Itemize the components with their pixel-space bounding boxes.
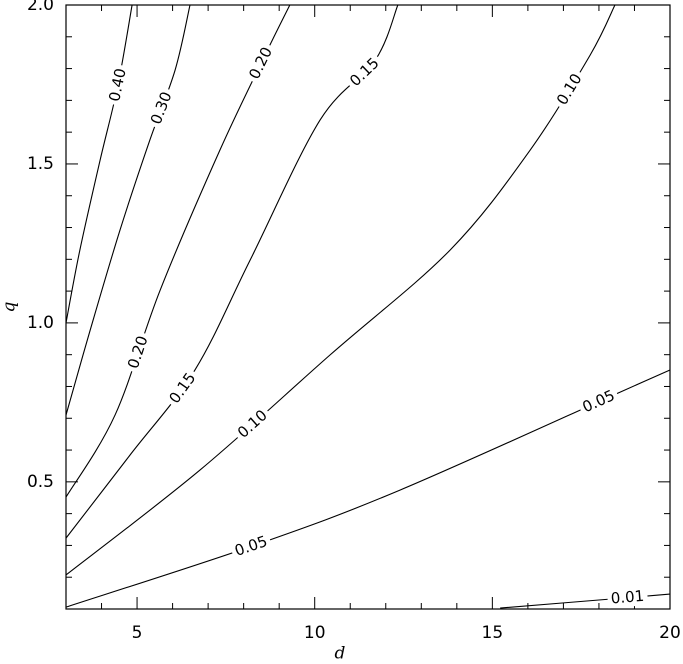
contour-label-group: 0.05: [576, 385, 621, 419]
x-tick-label: 20: [659, 623, 681, 643]
contour-line: [65, 4, 191, 416]
contour-label: 0.05: [580, 386, 618, 416]
contour-label-group: 0.30: [146, 86, 178, 131]
contour-label-group: 0.10: [231, 404, 274, 445]
y-tick-label: 2.0: [27, 0, 54, 15]
contour-label-group: 0.15: [163, 366, 202, 410]
contour-label: 0.40: [105, 67, 129, 103]
contour-label-group: 0.05: [229, 531, 274, 562]
contour-label-group: 0.10: [551, 67, 588, 112]
contour-label-bg: [606, 587, 649, 609]
contour-label-bg: [244, 41, 278, 86]
contour-label-group: 0.20: [123, 330, 154, 375]
contour-label-bg: [146, 86, 178, 131]
y-axis-label: q: [0, 301, 20, 312]
y-tick-label: 1.5: [27, 154, 54, 174]
contour-label-group: 0.01: [606, 587, 649, 609]
contour-label-bg: [105, 63, 131, 107]
contour-line: [65, 369, 671, 608]
x-tick-label: 15: [482, 623, 504, 643]
contour-label-group: 0.15: [344, 52, 386, 93]
contour-label: 0.01: [610, 587, 645, 608]
contour-label-bg: [123, 330, 154, 375]
x-tick-label: 5: [132, 623, 143, 643]
plot-frame: [65, 4, 671, 610]
contour-line: [65, 4, 616, 576]
contour-label: 0.20: [245, 44, 276, 82]
contour-label-bg: [576, 385, 621, 419]
y-tick-label: 0.5: [27, 472, 54, 492]
x-axis-label: d: [335, 644, 346, 664]
y-tick-label: 1.0: [27, 313, 54, 333]
contour-label-bg: [163, 366, 202, 410]
contour-line: [65, 4, 133, 323]
contour-label-group: 0.40: [105, 63, 131, 107]
contour-label-bg: [344, 52, 386, 93]
contour-label-bg: [229, 531, 274, 562]
contour-label-group: 0.20: [244, 41, 278, 86]
contour-label-bg: [551, 67, 588, 112]
contour-label-bg: [231, 404, 274, 445]
x-tick-label: 10: [304, 623, 326, 643]
